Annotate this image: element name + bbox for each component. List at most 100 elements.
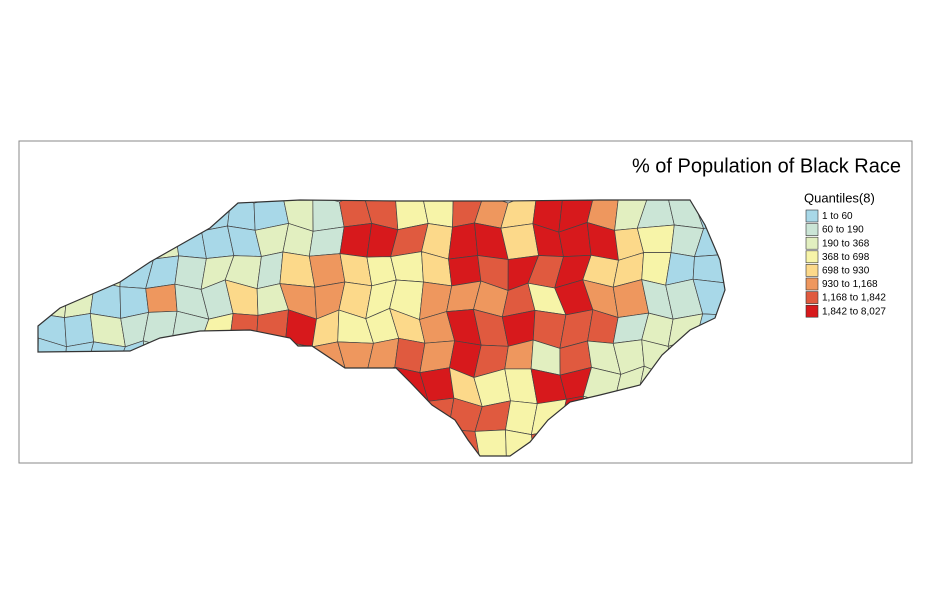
county xyxy=(366,429,397,456)
legend-swatch xyxy=(805,250,819,264)
county xyxy=(394,429,430,456)
map-title: % of Population of Black Race xyxy=(632,155,901,177)
county xyxy=(390,251,424,283)
county xyxy=(201,397,237,434)
county xyxy=(201,370,232,407)
legend-swatch xyxy=(805,209,819,223)
county xyxy=(86,366,125,402)
county xyxy=(38,200,72,225)
legend-swatch xyxy=(805,264,819,277)
county xyxy=(89,313,126,348)
county xyxy=(339,369,367,403)
county xyxy=(337,341,374,376)
county xyxy=(285,341,318,378)
county xyxy=(64,313,95,348)
county xyxy=(170,340,205,376)
county xyxy=(141,397,179,435)
county xyxy=(448,255,482,287)
county xyxy=(201,200,232,232)
county xyxy=(668,428,703,456)
county xyxy=(587,430,618,456)
county xyxy=(89,225,123,254)
county xyxy=(115,397,154,432)
county xyxy=(505,429,535,456)
county xyxy=(224,372,263,407)
county xyxy=(145,255,180,289)
county xyxy=(38,371,67,407)
county xyxy=(664,367,703,406)
county xyxy=(38,252,69,286)
legend-label: 60 to 190 xyxy=(822,225,864,236)
county xyxy=(63,200,94,231)
legend-swatch xyxy=(805,277,819,291)
county xyxy=(474,429,507,456)
county xyxy=(582,395,618,435)
county xyxy=(636,200,675,229)
county xyxy=(169,428,207,456)
county xyxy=(256,370,289,408)
legend-swatch xyxy=(805,304,819,318)
county xyxy=(38,431,68,456)
county xyxy=(143,200,179,228)
county xyxy=(255,341,289,374)
county xyxy=(64,366,99,407)
county xyxy=(204,428,237,456)
legend-label: 190 to 368 xyxy=(822,238,870,249)
county xyxy=(64,341,95,375)
county xyxy=(116,225,155,260)
county xyxy=(339,399,372,435)
county xyxy=(38,399,67,434)
county xyxy=(256,251,284,290)
county xyxy=(141,425,180,456)
county xyxy=(227,200,256,231)
legend-title: Quantiles(8) xyxy=(804,190,875,205)
county xyxy=(694,428,725,456)
county xyxy=(308,226,345,257)
county xyxy=(146,365,179,404)
legend-label: 698 to 930 xyxy=(822,266,870,277)
legend-label: 1 to 60 xyxy=(822,211,853,222)
legend-label: 930 to 1,168 xyxy=(822,279,878,290)
county xyxy=(692,254,725,284)
county xyxy=(114,365,154,402)
county xyxy=(174,200,208,232)
county xyxy=(284,370,318,408)
county xyxy=(335,428,372,456)
county xyxy=(417,429,454,456)
county xyxy=(115,425,150,456)
county xyxy=(640,425,677,456)
county xyxy=(339,222,373,258)
county xyxy=(395,398,429,435)
county xyxy=(284,402,318,433)
county xyxy=(253,427,287,456)
county xyxy=(695,399,725,433)
county xyxy=(173,224,207,259)
county xyxy=(90,200,125,231)
county xyxy=(311,428,343,456)
county xyxy=(696,337,725,378)
legend-swatch xyxy=(805,223,819,236)
county xyxy=(64,427,96,456)
legend-label: 368 to 698 xyxy=(822,252,870,263)
county xyxy=(256,395,287,433)
county xyxy=(281,428,318,456)
county xyxy=(116,200,151,228)
county xyxy=(667,313,704,347)
county xyxy=(89,280,122,319)
county xyxy=(86,341,126,374)
county xyxy=(38,284,69,319)
county xyxy=(87,427,125,456)
county xyxy=(145,283,178,313)
county xyxy=(175,370,205,404)
legend: 1 to 60 60 to 190 190 to 368 368 to 698 698 … xyxy=(805,209,886,318)
county xyxy=(64,399,99,433)
county xyxy=(637,365,673,406)
county xyxy=(615,425,648,456)
county xyxy=(308,253,346,288)
legend-label: 1,168 to 1,842 xyxy=(822,293,886,304)
county xyxy=(613,394,648,432)
county xyxy=(200,337,232,376)
county xyxy=(307,399,343,430)
county xyxy=(224,395,262,434)
